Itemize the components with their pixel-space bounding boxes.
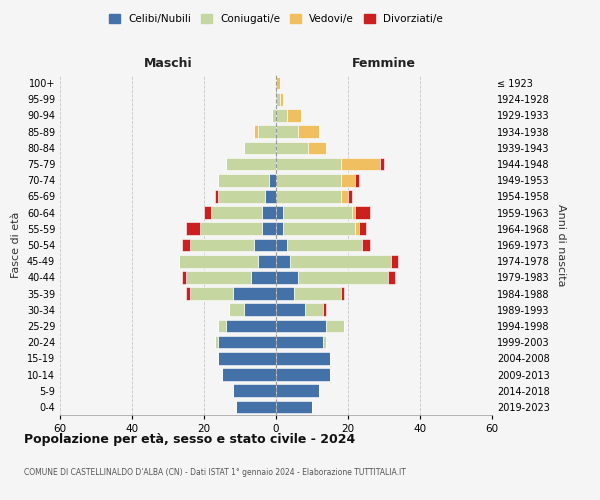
Bar	[298, 126, 319, 138]
Bar	[323, 304, 326, 316]
Bar	[308, 142, 326, 154]
Bar	[323, 336, 326, 348]
Bar	[218, 352, 276, 364]
Bar	[276, 384, 319, 397]
Bar	[341, 174, 355, 186]
Bar	[276, 368, 330, 381]
Bar	[355, 174, 359, 186]
Bar	[276, 174, 341, 186]
Bar	[226, 320, 276, 332]
Bar	[341, 288, 344, 300]
Bar	[265, 190, 276, 202]
Bar	[218, 320, 226, 332]
Legend: Celibi/Nubili, Coniugati/e, Vedovi/e, Divorziati/e: Celibi/Nubili, Coniugati/e, Vedovi/e, Di…	[105, 10, 447, 29]
Bar	[276, 93, 280, 106]
Bar	[355, 206, 370, 219]
Bar	[276, 109, 287, 122]
Bar	[341, 190, 348, 202]
Bar	[352, 206, 355, 219]
Bar	[182, 238, 190, 252]
Bar	[276, 320, 326, 332]
Bar	[186, 288, 190, 300]
Text: Maschi: Maschi	[143, 57, 193, 70]
Bar	[218, 190, 265, 202]
Bar	[276, 255, 290, 268]
Bar	[276, 190, 341, 202]
Text: Popolazione per età, sesso e stato civile - 2024: Popolazione per età, sesso e stato civil…	[24, 432, 355, 446]
Bar	[276, 352, 330, 364]
Bar	[190, 238, 254, 252]
Bar	[204, 206, 211, 219]
Y-axis label: Fasce di età: Fasce di età	[11, 212, 21, 278]
Bar	[276, 288, 294, 300]
Bar	[391, 255, 398, 268]
Bar	[276, 77, 280, 90]
Bar	[287, 238, 362, 252]
Bar	[276, 238, 287, 252]
Bar	[380, 158, 384, 170]
Bar	[283, 206, 352, 219]
Bar	[280, 93, 283, 106]
Bar	[326, 320, 344, 332]
Bar	[251, 271, 276, 283]
Bar	[211, 206, 262, 219]
Bar	[290, 255, 391, 268]
Bar	[388, 271, 395, 283]
Bar	[186, 271, 251, 283]
Bar	[276, 158, 341, 170]
Bar	[186, 222, 200, 235]
Bar	[283, 222, 355, 235]
Bar	[348, 190, 352, 202]
Bar	[190, 288, 233, 300]
Bar	[262, 222, 276, 235]
Bar	[218, 336, 276, 348]
Bar	[218, 174, 269, 186]
Bar	[359, 222, 366, 235]
Bar	[276, 142, 308, 154]
Y-axis label: Anni di nascita: Anni di nascita	[556, 204, 566, 286]
Bar	[341, 158, 380, 170]
Bar	[254, 238, 276, 252]
Bar	[276, 400, 312, 413]
Bar	[262, 206, 276, 219]
Bar	[294, 288, 341, 300]
Bar	[305, 304, 323, 316]
Bar	[244, 142, 276, 154]
Bar	[276, 222, 283, 235]
Bar	[276, 304, 305, 316]
Bar	[276, 336, 323, 348]
Bar	[222, 368, 276, 381]
Bar	[254, 126, 258, 138]
Text: COMUNE DI CASTELLINALDO D'ALBA (CN) - Dati ISTAT 1° gennaio 2024 - Elaborazione : COMUNE DI CASTELLINALDO D'ALBA (CN) - Da…	[24, 468, 406, 477]
Bar	[233, 288, 276, 300]
Bar	[269, 174, 276, 186]
Bar	[229, 304, 244, 316]
Text: Femmine: Femmine	[352, 57, 416, 70]
Bar	[276, 126, 298, 138]
Bar	[200, 222, 262, 235]
Bar	[258, 126, 276, 138]
Bar	[182, 271, 186, 283]
Bar	[179, 255, 258, 268]
Bar	[272, 109, 276, 122]
Bar	[276, 206, 283, 219]
Bar	[233, 384, 276, 397]
Bar	[276, 271, 298, 283]
Bar	[355, 222, 359, 235]
Bar	[258, 255, 276, 268]
Bar	[215, 190, 218, 202]
Bar	[244, 304, 276, 316]
Bar	[236, 400, 276, 413]
Bar	[298, 271, 388, 283]
Bar	[215, 336, 218, 348]
Bar	[362, 238, 370, 252]
Bar	[226, 158, 276, 170]
Bar	[287, 109, 301, 122]
